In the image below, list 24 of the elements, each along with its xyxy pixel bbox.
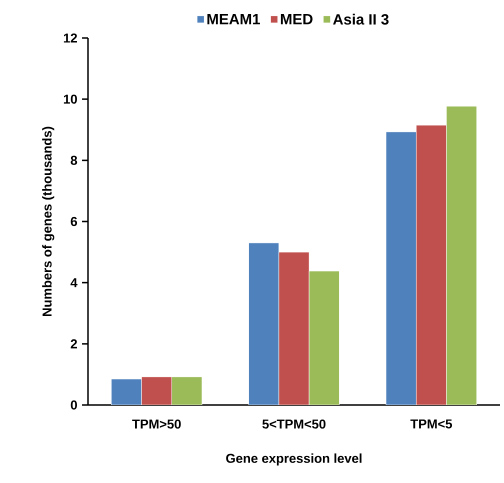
bar [248,242,280,405]
bar [416,124,447,405]
y-tick-label: 12 [64,33,77,43]
bar [386,132,416,405]
bar [111,378,142,405]
bar [172,376,202,405]
x-tick-label: TPM<5 [410,419,452,429]
y-tick-label: 6 [70,216,78,226]
x-tick-label: 5<TPM<50 [262,419,326,429]
y-axis-title: Numbers of genes (thousands) [42,126,54,316]
x-tick-label: TPM>50 [132,419,181,429]
legend-label: MEAM1 [207,14,260,24]
y-tick-label: 0 [70,400,77,410]
y-tick-label: 10 [64,94,77,104]
bar [141,376,172,405]
legend-label: MED [280,14,313,24]
x-axis-title: Gene expression level [226,453,362,466]
y-tick-label: 8 [70,156,78,165]
bar [278,252,310,405]
y-tick-label: 2 [70,339,77,348]
bar [446,106,477,405]
y-tick-label: 4 [70,278,78,288]
bar [308,270,340,405]
legend-label: Asia II 3 [333,14,389,25]
